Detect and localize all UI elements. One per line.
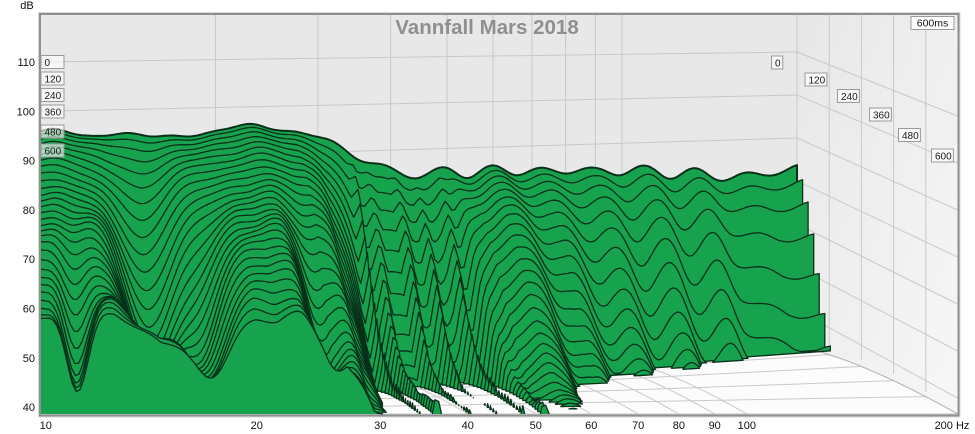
svg-text:480: 480 [902, 131, 919, 142]
svg-text:360: 360 [873, 111, 890, 122]
svg-text:50: 50 [530, 420, 542, 432]
svg-text:200 Hz: 200 Hz [935, 420, 970, 432]
svg-text:70: 70 [632, 420, 644, 432]
svg-text:Vannfall Mars 2018: Vannfall Mars 2018 [395, 16, 578, 39]
svg-text:20: 20 [251, 420, 263, 432]
svg-text:80: 80 [673, 420, 685, 432]
svg-text:40: 40 [462, 420, 474, 432]
svg-text:600: 600 [935, 152, 952, 163]
svg-text:600ms: 600ms [917, 18, 949, 30]
svg-text:60: 60 [23, 304, 35, 316]
svg-text:dB: dB [20, 0, 33, 12]
svg-text:120: 120 [809, 76, 826, 87]
svg-text:0: 0 [775, 59, 781, 70]
svg-text:10: 10 [40, 420, 52, 432]
svg-text:80: 80 [23, 205, 35, 217]
svg-text:100: 100 [17, 106, 35, 118]
svg-text:240: 240 [841, 92, 858, 103]
svg-text:240: 240 [45, 91, 62, 102]
svg-text:90: 90 [709, 420, 721, 432]
svg-text:100: 100 [738, 420, 756, 432]
svg-text:0: 0 [45, 58, 51, 69]
svg-text:90: 90 [23, 156, 35, 168]
svg-text:600: 600 [45, 147, 62, 158]
svg-text:50: 50 [23, 353, 35, 365]
svg-text:110: 110 [17, 57, 35, 69]
svg-text:60: 60 [585, 420, 597, 432]
svg-text:40: 40 [23, 402, 35, 414]
svg-text:70: 70 [23, 254, 35, 266]
svg-text:30: 30 [374, 420, 386, 432]
svg-text:480: 480 [45, 128, 62, 139]
svg-text:120: 120 [45, 75, 62, 86]
svg-text:360: 360 [45, 108, 62, 119]
